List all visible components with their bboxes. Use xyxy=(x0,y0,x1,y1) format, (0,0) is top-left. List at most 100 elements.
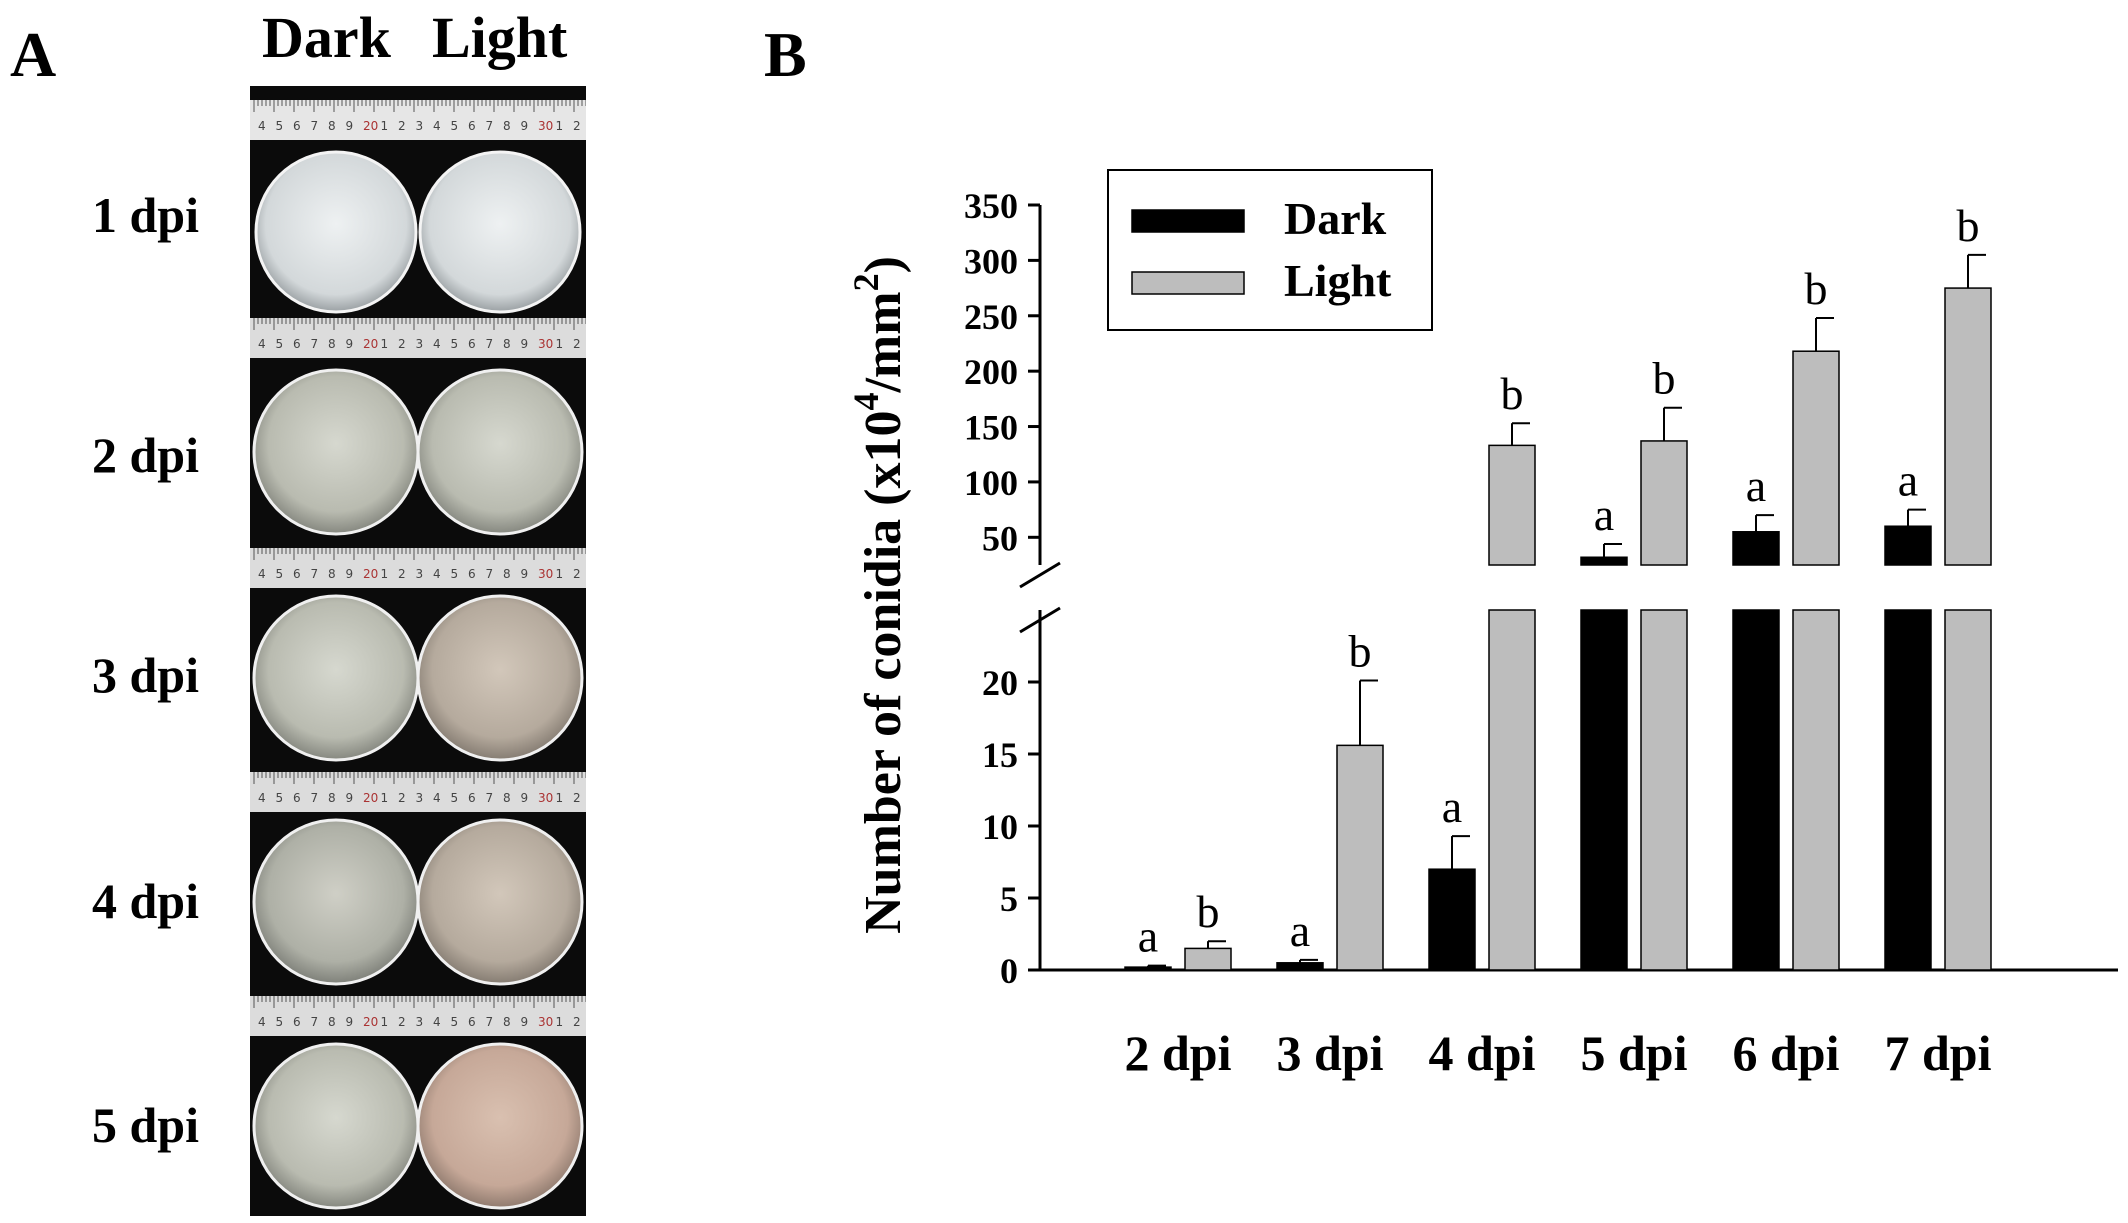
ruler-number: 2 xyxy=(398,337,406,351)
significance-letter: b xyxy=(1653,353,1676,404)
ruler-number: 30 xyxy=(538,1015,553,1029)
ruler-number: 1 xyxy=(381,567,389,581)
y-tick-label: 150 xyxy=(964,408,1018,448)
bar-dark-upper-segment xyxy=(1580,556,1628,566)
chart-legend: Dark Light xyxy=(1107,169,1433,331)
ruler-number: 8 xyxy=(503,791,511,805)
ruler-number: 2 xyxy=(398,1015,406,1029)
ruler-number: 1 xyxy=(381,119,389,133)
x-category-label: 6 dpi xyxy=(1732,1025,1839,1081)
ruler-number: 8 xyxy=(328,1015,336,1029)
significance-letter: b xyxy=(1501,368,1524,419)
y-tick-label: 300 xyxy=(964,241,1018,281)
dish-light-2dpi xyxy=(416,368,584,536)
ruler-number: 7 xyxy=(311,119,319,133)
ruler-number: 9 xyxy=(521,337,529,351)
ruler-number: 1 xyxy=(556,1015,564,1029)
ruler-number: 6 xyxy=(293,1015,301,1029)
significance-letter: a xyxy=(1898,455,1918,506)
legend-swatch-light xyxy=(1131,271,1245,295)
ruler-number: 30 xyxy=(538,119,553,133)
ruler-number: 4 xyxy=(433,567,441,581)
ruler-2 xyxy=(250,318,586,358)
ruler-number: 5 xyxy=(276,119,284,133)
row-label-2dpi: 2 dpi xyxy=(92,427,200,483)
ruler-number: 9 xyxy=(346,1015,354,1029)
significance-letter: a xyxy=(1290,905,1310,956)
ruler-3 xyxy=(250,548,586,588)
ruler-number: 8 xyxy=(328,337,336,351)
ruler-number: 4 xyxy=(258,791,266,805)
ruler-number: 6 xyxy=(468,119,476,133)
ruler-number: 5 xyxy=(451,567,459,581)
ruler-5 xyxy=(250,996,586,1036)
significance-letter: a xyxy=(1746,460,1766,511)
panel-a-label: A xyxy=(10,19,57,90)
x-category-label: 4 dpi xyxy=(1428,1025,1535,1081)
ruler-number: 3 xyxy=(416,791,424,805)
y-tick-label: 10 xyxy=(982,807,1018,847)
ruler-number: 3 xyxy=(416,567,424,581)
bar-light-upper-segment xyxy=(1488,444,1536,566)
significance-letter: b xyxy=(1197,886,1220,937)
y-axis-label-sup1: 4 xyxy=(846,393,886,411)
bar-light-lower-segment xyxy=(1640,609,1688,971)
significance-letter: a xyxy=(1138,911,1158,962)
ruler-number: 4 xyxy=(433,791,441,805)
y-axis-label-part2: /mm xyxy=(855,291,912,393)
ruler-number: 20 xyxy=(363,1015,378,1029)
axis-break-mark-upper xyxy=(1019,561,1061,589)
ruler-number: 20 xyxy=(363,791,378,805)
significance-letter: a xyxy=(1594,489,1614,540)
bar-light xyxy=(1184,947,1232,971)
bar-light-upper-segment xyxy=(1944,287,1992,566)
ruler-number: 8 xyxy=(328,119,336,133)
ruler-number: 5 xyxy=(451,1015,459,1029)
legend-box xyxy=(1107,169,1433,331)
ruler-number: 4 xyxy=(433,119,441,133)
ruler-number: 7 xyxy=(486,791,494,805)
row-label-3dpi: 3 dpi xyxy=(92,647,200,703)
ruler-1 xyxy=(250,100,586,140)
y-tick-label: 100 xyxy=(964,463,1018,503)
axis-break-mark-lower xyxy=(1019,606,1061,634)
row-label-1dpi: 1 dpi xyxy=(92,187,200,243)
ruler-number: 6 xyxy=(468,1015,476,1029)
bar-light-upper-segment xyxy=(1640,440,1688,566)
ruler-number: 8 xyxy=(503,119,511,133)
ruler-number: 7 xyxy=(486,119,494,133)
ruler-number: 5 xyxy=(276,337,284,351)
dish-light-4dpi xyxy=(416,818,584,986)
ruler-number: 20 xyxy=(363,337,378,351)
ruler-number: 9 xyxy=(521,119,529,133)
dish-light-1dpi xyxy=(418,150,582,314)
ruler-number: 6 xyxy=(468,791,476,805)
ruler-number: 2 xyxy=(573,119,581,133)
ruler-number: 7 xyxy=(486,567,494,581)
y-axis-label-sup2: 2 xyxy=(846,273,886,291)
petri-dish-photos: 4 5 6 7 8 9 20 1 2 3 4 5 6 7 8 9 30 1 24 5 6 7 8 9 20 1 2 3 4 5 6 7 8 9 30… xyxy=(250,100,587,1210)
ruler-number: 5 xyxy=(276,567,284,581)
ruler-number: 7 xyxy=(311,567,319,581)
ruler-number: 6 xyxy=(293,791,301,805)
ruler-number: 8 xyxy=(503,1015,511,1029)
row-label-5dpi: 5 dpi xyxy=(92,1097,200,1153)
ruler-number: 1 xyxy=(381,1015,389,1029)
bar-light xyxy=(1336,744,1384,971)
ruler-number: 9 xyxy=(521,791,529,805)
ruler-number: 9 xyxy=(346,567,354,581)
y-tick-label: 200 xyxy=(964,352,1018,392)
chart-bars xyxy=(1124,253,1992,971)
y-axis-label-part1: Number of conidia (x10 xyxy=(855,411,912,934)
ruler-number: 8 xyxy=(328,791,336,805)
ruler-number: 6 xyxy=(293,337,301,351)
x-category-label: 7 dpi xyxy=(1884,1025,1991,1081)
ruler-number: 1 xyxy=(381,337,389,351)
ruler-number: 8 xyxy=(503,337,511,351)
ruler-number: 6 xyxy=(293,119,301,133)
ruler-number: 7 xyxy=(311,1015,319,1029)
y-tick-label: 0 xyxy=(1000,951,1018,991)
ruler-number: 4 xyxy=(433,337,441,351)
bar-light-lower-segment xyxy=(1488,609,1536,971)
